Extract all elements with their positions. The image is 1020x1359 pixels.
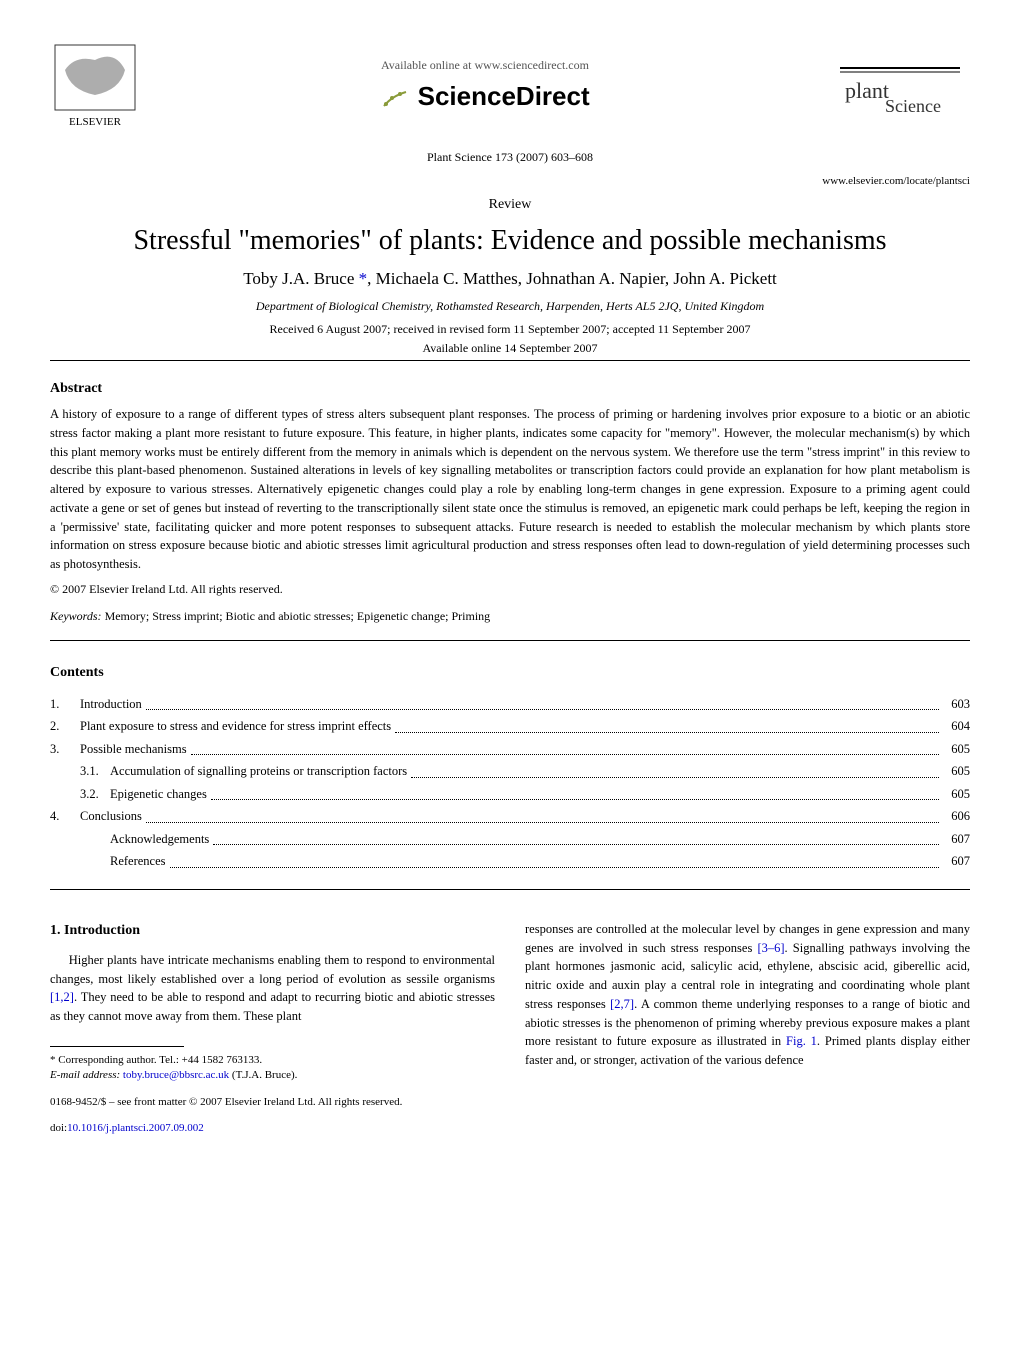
intro-para-right: responses are controlled at the molecula… [525,920,970,1070]
divider [50,640,970,641]
toc-label: Acknowledgements [110,828,209,851]
toc-number: 4. [50,805,80,828]
toc-page: 607 [943,828,970,851]
toc-page: 604 [943,715,970,738]
journal-url: www.elsevier.com/locate/plantsci [50,175,970,187]
doi-label: doi: [50,1122,67,1134]
keywords-text: Memory; Stress imprint; Biotic and abiot… [102,609,491,623]
svg-text:Science: Science [885,96,941,116]
svg-text:ELSEVIER: ELSEVIER [69,116,122,128]
toc-page: 605 [943,760,970,783]
keywords: Keywords: Memory; Stress imprint; Biotic… [50,609,970,624]
toc-label: Conclusions [80,805,142,828]
figure-link[interactable]: Fig. 1 [786,1034,817,1048]
email-suffix: (T.J.A. Bruce). [229,1069,297,1081]
citation-link[interactable]: [3–6] [757,941,784,955]
copyright: © 2007 Elsevier Ireland Ltd. All rights … [50,582,970,597]
affiliation: Department of Biological Chemistry, Roth… [50,299,970,314]
toc-number [50,828,110,851]
corresponding-footnote: * Corresponding author. Tel.: +44 1582 7… [50,1053,495,1068]
toc-number: 3.1. [50,760,110,783]
intro-para-left: Higher plants have intricate mechanisms … [50,951,495,1026]
intro-heading: 1. Introduction [50,920,495,941]
toc-number: 2. [50,715,80,738]
toc-page: 607 [943,850,970,873]
divider [50,889,970,890]
email-link[interactable]: toby.bruce@bbsrc.ac.uk [120,1069,229,1081]
article-type: Review [50,197,970,213]
elsevier-logo: ELSEVIER [50,40,140,130]
available-online-text: Available online at www.sciencedirect.co… [140,58,830,73]
table-of-contents: 1.Introduction 6032.Plant exposure to st… [50,693,970,873]
toc-row[interactable]: 3.Possible mechanisms 605 [50,738,970,761]
toc-dots [395,715,939,733]
doi-line: doi:10.1016/j.plantsci.2007.09.002 [50,1120,495,1137]
toc-row[interactable]: 3.1.Accumulation of signalling proteins … [50,760,970,783]
footnote-separator [50,1046,184,1047]
email-label: E-mail address: [50,1069,120,1081]
keywords-label: Keywords: [50,609,102,623]
header-center: Available online at www.sciencedirect.co… [140,58,830,112]
journal-citation: Plant Science 173 (2007) 603–608 [50,150,970,165]
toc-page: 603 [943,693,970,716]
citation-link[interactable]: [2,7] [610,997,634,1011]
toc-page: 606 [943,805,970,828]
citation-link[interactable]: [1,2] [50,990,74,1004]
sciencedirect-text: ScienceDirect [418,81,590,111]
corresponding-asterisk[interactable]: * [359,269,368,288]
available-date: Available online 14 September 2007 [50,341,970,356]
toc-dots [213,828,939,846]
toc-label: Introduction [80,693,142,716]
toc-label: References [110,850,166,873]
toc-dots [191,738,940,756]
abstract-heading: Abstract [50,381,970,397]
sciencedirect-logo: ScienceDirect [140,81,830,112]
plant-science-logo: plant Science [830,60,970,110]
toc-label: Possible mechanisms [80,738,187,761]
front-matter: 0168-9452/$ – see front matter © 2007 El… [50,1094,495,1111]
toc-number: 3.2. [50,783,110,806]
toc-label: Plant exposure to stress and evidence fo… [80,715,391,738]
toc-row[interactable]: 2.Plant exposure to stress and evidence … [50,715,970,738]
toc-label: Accumulation of signalling proteins or t… [110,760,407,783]
doi-link[interactable]: 10.1016/j.plantsci.2007.09.002 [67,1122,204,1134]
toc-row[interactable]: 3.2.Epigenetic changes 605 [50,783,970,806]
toc-row[interactable]: 1.Introduction 603 [50,693,970,716]
toc-row[interactable]: Acknowledgements 607 [50,828,970,851]
received-dates: Received 6 August 2007; received in revi… [50,322,970,337]
toc-label: Epigenetic changes [110,783,207,806]
right-column: responses are controlled at the molecula… [525,920,970,1137]
toc-row[interactable]: 4.Conclusions 606 [50,805,970,828]
left-column: 1. Introduction Higher plants have intri… [50,920,495,1137]
toc-page: 605 [943,738,970,761]
toc-number [50,850,110,873]
abstract-text: A history of exposure to a range of diff… [50,405,970,574]
toc-dots [170,850,940,868]
toc-row[interactable]: References 607 [50,850,970,873]
toc-number: 3. [50,738,80,761]
authors-line: Toby J.A. Bruce *, Michaela C. Matthes, … [50,269,970,289]
toc-dots [211,783,939,801]
article-title: Stressful "memories" of plants: Evidence… [50,225,970,257]
toc-dots [146,693,939,711]
email-footnote: E-mail address: toby.bruce@bbsrc.ac.uk (… [50,1068,495,1083]
header-row: ELSEVIER Available online at www.science… [50,40,970,130]
divider [50,360,970,361]
toc-dots [146,805,939,823]
toc-dots [411,760,939,778]
toc-page: 605 [943,783,970,806]
toc-number: 1. [50,693,80,716]
svg-text:plant: plant [845,78,889,103]
two-column-body: 1. Introduction Higher plants have intri… [50,920,970,1137]
contents-heading: Contents [50,665,970,681]
